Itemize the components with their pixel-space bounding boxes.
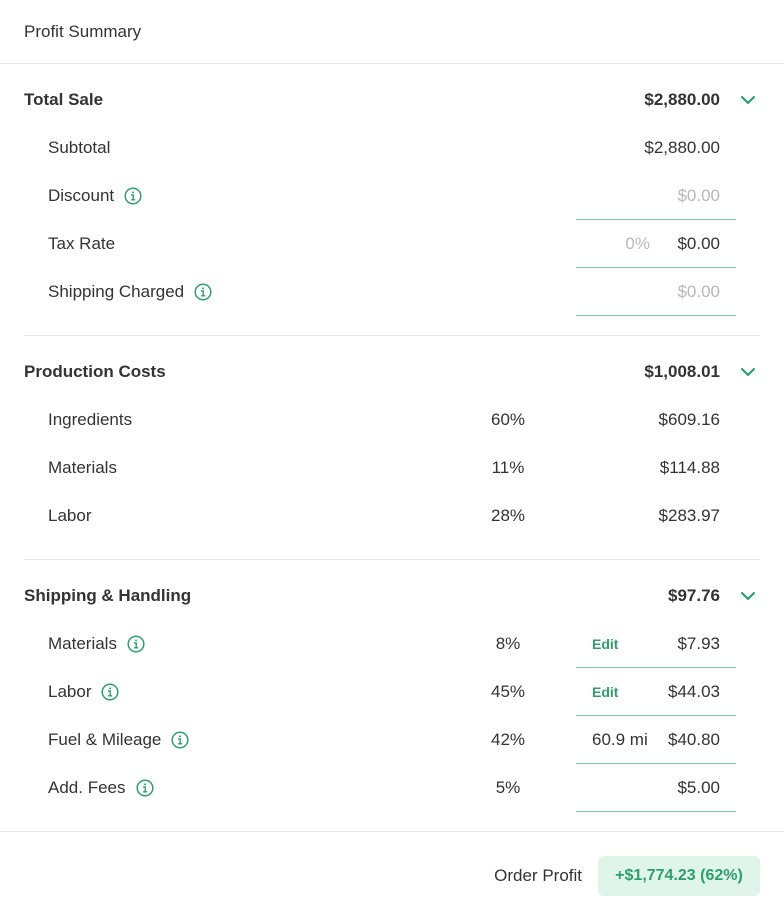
section-title: Total Sale [24, 90, 104, 109]
row-add-fees: Add. Fees 5% $5.00 [0, 764, 784, 812]
section-total: $1,008.01 [644, 362, 720, 381]
row-label: Fuel & Mileage [48, 730, 162, 749]
section-divider [24, 559, 760, 560]
row-amount: $114.88 [659, 458, 720, 477]
info-icon[interactable] [135, 779, 154, 797]
row-label: Ingredients [48, 410, 133, 429]
row-amount: $44.03 [668, 682, 720, 701]
mileage-input[interactable]: 60.9 mi $40.80 [576, 716, 736, 764]
edit-button[interactable]: Edit [592, 636, 619, 652]
row-percent: 5% [495, 778, 521, 797]
page-title: Profit Summary [24, 22, 142, 41]
section-total: $2,880.00 [644, 90, 720, 109]
row-fuel-mileage: Fuel & Mileage 42% 60.9 mi $40.80 [0, 716, 784, 764]
row-label: Labor [48, 682, 92, 701]
row-label: Materials [48, 458, 117, 477]
discount-input[interactable]: $0.00 [576, 172, 736, 220]
edit-button[interactable]: Edit [592, 684, 619, 700]
row-label: Add. Fees [48, 778, 126, 797]
shipping-labor-field: Edit $44.03 [576, 668, 736, 716]
row-percent: 28% [490, 506, 526, 525]
row-percent: 11% [491, 458, 525, 477]
info-icon[interactable] [194, 283, 212, 301]
row-amount: $7.93 [677, 634, 720, 653]
row-label: Discount [48, 186, 115, 205]
info-icon[interactable] [127, 635, 145, 653]
row-amount: $609.16 [658, 410, 720, 429]
row-labor: Labor 28% $283.97 [0, 492, 784, 540]
section-total: $97.76 [668, 586, 720, 605]
shipping-charged-placeholder: $0.00 [677, 282, 720, 301]
shipping-charged-input[interactable]: $0.00 [576, 268, 736, 316]
row-label: Labor [48, 506, 92, 525]
row-label: Materials [48, 634, 117, 653]
row-percent: 42% [490, 730, 526, 749]
shipping-materials-field: Edit $7.93 [576, 620, 736, 668]
chevron-down-icon[interactable] [738, 586, 758, 606]
discount-placeholder: $0.00 [677, 186, 720, 205]
section-header-production-costs[interactable]: Production Costs $1,008.01 [0, 348, 784, 396]
row-amount: $5.00 [677, 778, 720, 797]
info-icon[interactable] [124, 187, 142, 205]
row-amount: $40.80 [668, 730, 720, 749]
section-header-shipping-handling[interactable]: Shipping & Handling $97.76 [0, 572, 784, 620]
footer-divider [0, 831, 784, 832]
row-amount: $283.97 [658, 506, 720, 525]
section-divider [24, 335, 760, 336]
section-title: Shipping & Handling [24, 586, 192, 605]
row-percent: 60% [490, 410, 526, 429]
order-profit-label: Order Profit [494, 866, 582, 885]
mileage-distance: 60.9 mi [592, 730, 648, 749]
row-subtotal: Subtotal $2,880.00 [0, 124, 784, 172]
row-label: Tax Rate [48, 234, 116, 253]
tax-rate-input[interactable]: 0% $0.00 [576, 220, 736, 268]
row-shipping-charged: Shipping Charged $0.00 [0, 268, 784, 316]
section-title: Production Costs [24, 362, 166, 381]
row-percent: 8% [495, 634, 521, 653]
row-materials: Materials 11% $114.88 [0, 444, 784, 492]
row-discount: Discount $0.00 [0, 172, 784, 220]
order-profit-badge: +$1,774.23 (62%) [598, 856, 760, 896]
row-ingredients: Ingredients 60% $609.16 [0, 396, 784, 444]
info-icon[interactable] [101, 683, 120, 701]
chevron-down-icon[interactable] [738, 90, 758, 110]
row-shipping-labor: Labor 45% Edit $44.03 [0, 668, 784, 716]
info-icon[interactable] [171, 731, 189, 749]
tax-amount: $0.00 [677, 234, 720, 253]
row-percent: 45% [490, 682, 526, 701]
panel-header: Profit Summary [0, 0, 784, 64]
section-header-total-sale[interactable]: Total Sale $2,880.00 [0, 76, 784, 124]
chevron-down-icon[interactable] [738, 362, 758, 382]
row-amount: $2,880.00 [644, 138, 720, 157]
row-shipping-materials: Materials 8% Edit $7.93 [0, 620, 784, 668]
row-label: Shipping Charged [48, 282, 185, 301]
add-fees-input[interactable]: $5.00 [576, 764, 736, 812]
row-label: Subtotal [48, 138, 111, 157]
tax-rate-placeholder: 0% [625, 234, 650, 253]
row-tax-rate: Tax Rate 0% $0.00 [0, 220, 784, 268]
